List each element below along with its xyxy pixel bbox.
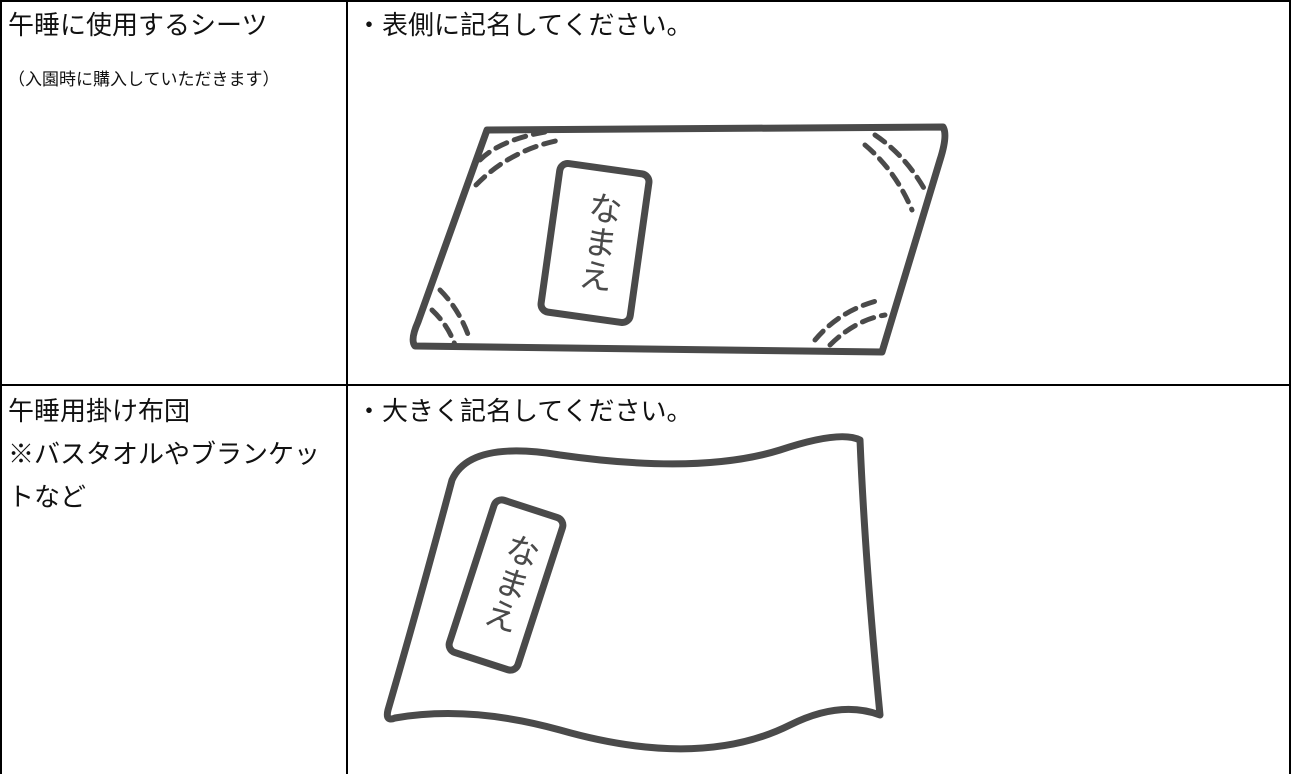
instruction: ・大きく記名してください。 (356, 397, 693, 427)
item-name: 午睡用掛け布団 (8, 397, 191, 427)
instruction: ・表側に記名してください。 (356, 11, 693, 41)
blanket-illustration: なまえ (383, 433, 884, 753)
illustration-label: なまえ (570, 188, 624, 295)
table-border-top (0, 0, 1291, 2)
item-name: 午睡に使用するシーツ (8, 11, 268, 41)
table-border-middle (346, 0, 348, 774)
table-border-left (0, 0, 2, 774)
row-divider (0, 384, 1291, 386)
table-border-right (1289, 0, 1291, 774)
item-note: ※バスタオルやブランケットなど (8, 440, 321, 513)
item-note: （入園時に購入していただきます） (8, 70, 280, 90)
sheet-illustration: なまえ (409, 123, 949, 356)
